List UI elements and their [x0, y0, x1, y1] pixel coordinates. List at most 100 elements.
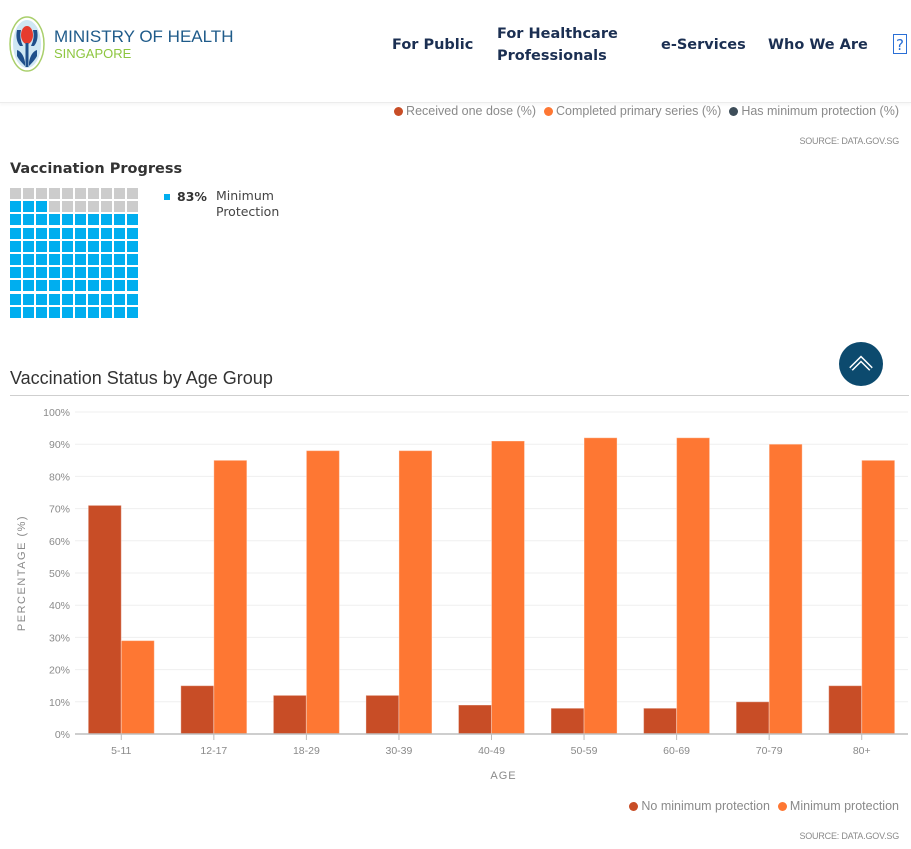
legend-label: Received one dose (%): [406, 104, 536, 118]
waffle-cell: [88, 280, 99, 292]
nav-for-public[interactable]: For Public: [392, 37, 474, 53]
nav-e-services[interactable]: e-Services: [661, 37, 746, 53]
waffle-cell: [127, 240, 138, 252]
logo-title: MINISTRY OF HEALTH: [54, 27, 234, 46]
y-tick-label: 0%: [55, 729, 70, 741]
legend-item[interactable]: Has minimum protection (%): [729, 104, 899, 118]
waffle-cell: [36, 201, 47, 213]
double-chevron-up-icon: [849, 355, 873, 371]
waffle-cell: [75, 254, 86, 265]
legend-item[interactable]: Minimum protection: [777, 799, 899, 813]
waffle-cell: [23, 254, 34, 265]
nav-label-line1: For Healthcare: [497, 26, 618, 42]
waffle-cell: [75, 214, 86, 226]
waffle-cell: [127, 188, 138, 199]
waffle-cell: [114, 293, 125, 305]
age-group-bar-chart: 0% 10% 20% 30% 40% 50% 60% 70% 80% 90% 100% 5-11 12-…: [16, 407, 908, 782]
waffle-cell: [10, 267, 21, 279]
bar-no-minimum-protection: [458, 704, 492, 735]
moh-logo[interactable]: [9, 16, 45, 72]
waffle-cell: [114, 227, 125, 239]
waffle-cell: [75, 293, 86, 305]
bar-no-minimum-protection: [735, 701, 770, 735]
y-tick-label: 90%: [49, 439, 70, 451]
waffle-cell: [36, 188, 47, 199]
source-note: SOURCE: DATA.GOV.SG: [799, 136, 899, 146]
waffle-cell: [114, 267, 125, 279]
nav-label-line2: Professionals: [497, 48, 607, 64]
scroll-to-top-button[interactable]: [839, 342, 883, 386]
waffle-cell: [75, 306, 86, 318]
bar-minimum-protection: [213, 459, 248, 735]
waffle-cell: [75, 267, 86, 279]
x-axis-title: AGE: [490, 770, 516, 782]
x-tick-label: 50-59: [571, 745, 598, 757]
help-icon[interactable]: ?: [893, 34, 907, 54]
nav-who-we-are[interactable]: Who We Are: [768, 37, 868, 53]
waffle-cell: [10, 188, 21, 199]
waffle-cell: [10, 293, 21, 305]
waffle-cell: [75, 227, 86, 239]
bar-minimum-protection: [398, 450, 433, 735]
title-divider: [10, 395, 909, 396]
x-tick-label: 5-11: [111, 745, 131, 757]
legend-label: Has minimum protection (%): [741, 104, 899, 118]
legend-item[interactable]: Received one dose (%): [394, 104, 536, 118]
legend-item[interactable]: Completed primary series (%): [543, 104, 721, 118]
waffle-cell: [49, 280, 60, 292]
waffle-cell: [114, 240, 125, 252]
bar-no-minimum-protection: [272, 694, 307, 735]
y-tick-label: 40%: [49, 600, 70, 612]
x-tick-label: 80+: [853, 745, 871, 757]
waffle-cell: [101, 214, 112, 226]
bar-no-minimum-protection: [180, 685, 215, 735]
x-tick-label: 30-39: [386, 745, 413, 757]
waffle-cell: [36, 280, 47, 292]
waffle-cell: [127, 254, 138, 265]
waffle-cell: [101, 188, 112, 199]
legend-label: Minimum protection: [789, 799, 899, 813]
y-axis-title: PERCENTAGE (%): [16, 515, 28, 631]
waffle-cell: [36, 267, 47, 279]
waffle-cell: [49, 254, 60, 265]
waffle-cell: [62, 293, 73, 305]
age-chart-title: Vaccination Status by Age Group: [10, 368, 273, 388]
waffle-cell: [127, 227, 138, 239]
y-tick-label: 60%: [49, 536, 70, 548]
legend-item[interactable]: No minimum protection: [629, 799, 770, 813]
nav-for-healthcare-professionals[interactable]: For Healthcare Professionals: [497, 23, 618, 67]
legend-dot: [543, 106, 553, 116]
waffle-cell: [127, 201, 138, 213]
bar-no-minimum-protection: [87, 504, 122, 735]
waffle-cell: [10, 201, 21, 213]
waffle-cell: [88, 293, 99, 305]
waffle-cell: [88, 201, 99, 213]
waffle-cell: [127, 267, 138, 279]
waffle-cell: [88, 214, 99, 226]
x-tick-label: 18-29: [293, 745, 320, 757]
waffle-cell: [36, 306, 47, 318]
waffle-cell: [62, 201, 73, 213]
waffle-cell: [127, 214, 138, 226]
bar-minimum-protection: [120, 640, 155, 735]
bar-minimum-protection: [861, 459, 896, 735]
waffle-cell: [36, 240, 47, 252]
x-tick-label: 60-69: [663, 745, 690, 757]
waffle-cell: [101, 201, 112, 213]
waffle-cell: [10, 240, 21, 252]
waffle-cell: [88, 254, 99, 265]
legend-dot: [629, 801, 639, 811]
x-tick-label: 70-79: [756, 745, 783, 757]
legend-dot: [777, 801, 787, 811]
waffle-cell: [114, 188, 125, 199]
bar-no-minimum-protection: [365, 694, 400, 735]
waffle-cell: [62, 254, 73, 265]
waffle-cell: [88, 227, 99, 239]
legend-dot: [394, 106, 404, 116]
waffle-cell: [49, 214, 60, 226]
waffle-cell: [62, 227, 73, 239]
waffle-cell: [101, 227, 112, 239]
bar-minimum-protection: [676, 437, 711, 735]
waffle-cell: [36, 227, 47, 239]
waffle-cell: [62, 267, 73, 279]
